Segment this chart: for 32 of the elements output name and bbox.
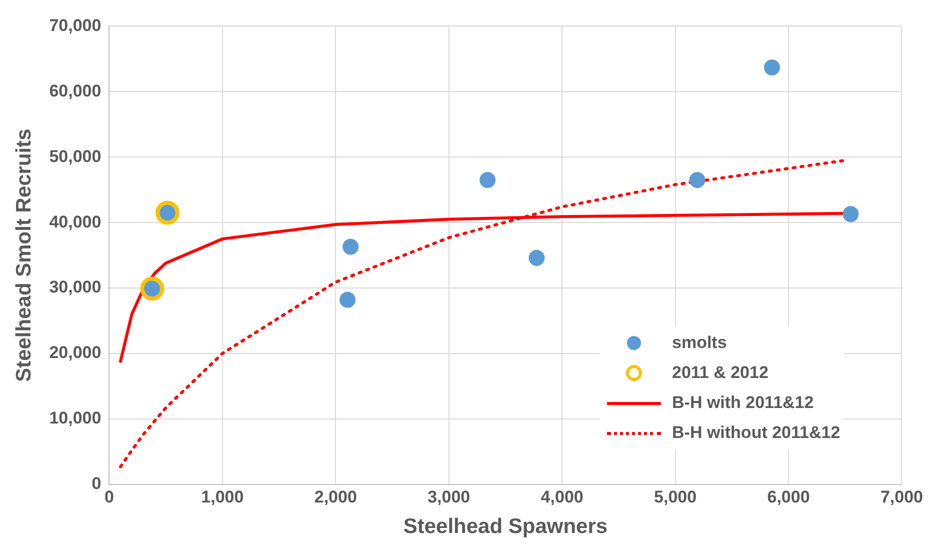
point bbox=[764, 59, 780, 76]
x-tick-label: 4,000 bbox=[540, 487, 584, 506]
x-tick-label: 3,000 bbox=[428, 487, 470, 506]
y-tick-label: 50,000 bbox=[49, 146, 102, 166]
legend-label: smolts bbox=[672, 333, 727, 353]
x-axis-title: Steelhead Spawners bbox=[403, 515, 608, 538]
x-tick-label: 6,000 bbox=[767, 487, 810, 506]
y-tick-label: 20,000 bbox=[49, 343, 102, 362]
y-tick-label: 30,000 bbox=[49, 278, 102, 297]
y-axis-title: Steelhead Smolt Recruits bbox=[12, 128, 36, 382]
y-tick-label: 40,000 bbox=[49, 212, 102, 232]
y-tick-label: 70,000 bbox=[49, 16, 102, 35]
x-tick-label: 5,000 bbox=[654, 487, 697, 506]
x-tick-label: 0 bbox=[104, 487, 114, 506]
legend-label: B-H with 2011&12 bbox=[672, 393, 814, 413]
x-tick-label: 2,000 bbox=[314, 487, 357, 506]
point bbox=[528, 250, 545, 266]
legend-label: 2011 & 2012 bbox=[672, 363, 768, 383]
x-tick-label: 7,000 bbox=[880, 487, 924, 506]
point bbox=[842, 206, 859, 222]
x-tick-label: 1,000 bbox=[201, 487, 244, 506]
point bbox=[342, 238, 359, 255]
point bbox=[340, 292, 356, 308]
point bbox=[156, 200, 180, 225]
y-tick-label: 0 bbox=[92, 474, 102, 494]
legend-label: B-H without 2011&12 bbox=[672, 423, 840, 443]
y-tick-label: 10,000 bbox=[49, 408, 102, 428]
line-series bbox=[119, 158, 847, 468]
point bbox=[689, 172, 706, 188]
point bbox=[140, 276, 164, 301]
point bbox=[480, 172, 496, 188]
y-tick-label: 60,000 bbox=[49, 81, 102, 100]
